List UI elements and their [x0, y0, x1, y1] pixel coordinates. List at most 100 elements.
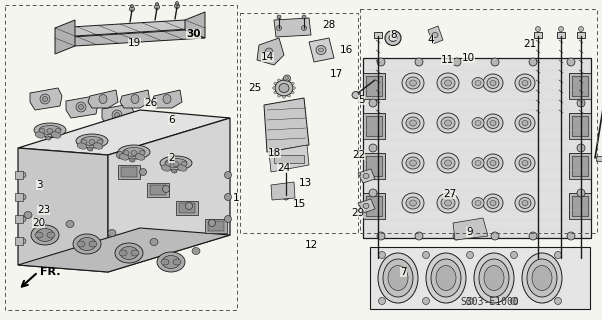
- Ellipse shape: [155, 3, 158, 5]
- Ellipse shape: [24, 212, 32, 219]
- Text: 17: 17: [330, 69, 343, 79]
- Text: 6: 6: [168, 115, 175, 125]
- Bar: [366, 116, 382, 136]
- Ellipse shape: [73, 234, 101, 254]
- Text: 16: 16: [340, 45, 353, 55]
- Ellipse shape: [437, 153, 459, 173]
- Ellipse shape: [114, 113, 120, 117]
- Text: 1: 1: [233, 193, 240, 203]
- Ellipse shape: [39, 129, 45, 133]
- Ellipse shape: [409, 160, 417, 166]
- Ellipse shape: [441, 117, 455, 129]
- Ellipse shape: [487, 77, 499, 89]
- Text: 18: 18: [268, 148, 281, 158]
- Ellipse shape: [577, 99, 585, 107]
- Ellipse shape: [406, 117, 420, 129]
- Ellipse shape: [377, 232, 385, 240]
- Ellipse shape: [510, 298, 518, 305]
- Bar: [15, 215, 23, 223]
- Ellipse shape: [302, 15, 306, 19]
- Ellipse shape: [291, 91, 294, 94]
- Bar: [569, 113, 591, 139]
- Ellipse shape: [171, 169, 177, 173]
- Ellipse shape: [444, 200, 452, 206]
- Ellipse shape: [487, 197, 499, 209]
- Ellipse shape: [559, 27, 563, 31]
- Ellipse shape: [567, 232, 575, 240]
- Ellipse shape: [554, 252, 562, 259]
- Ellipse shape: [378, 253, 418, 303]
- Ellipse shape: [225, 172, 232, 179]
- Ellipse shape: [453, 58, 461, 66]
- Ellipse shape: [115, 243, 143, 263]
- Text: 28: 28: [322, 20, 335, 30]
- Ellipse shape: [577, 144, 585, 152]
- Ellipse shape: [483, 114, 503, 132]
- Bar: [366, 196, 382, 216]
- Ellipse shape: [491, 232, 499, 240]
- Ellipse shape: [76, 134, 108, 148]
- Ellipse shape: [522, 161, 528, 165]
- Ellipse shape: [352, 92, 360, 99]
- Ellipse shape: [472, 77, 484, 89]
- Ellipse shape: [487, 117, 499, 129]
- Ellipse shape: [474, 253, 514, 303]
- Ellipse shape: [157, 252, 185, 272]
- Bar: [363, 193, 385, 219]
- Bar: [150, 185, 166, 195]
- Ellipse shape: [453, 232, 461, 240]
- Ellipse shape: [34, 123, 66, 137]
- Bar: [147, 183, 169, 197]
- Ellipse shape: [369, 144, 377, 152]
- Bar: [363, 73, 385, 99]
- Ellipse shape: [479, 259, 509, 297]
- Ellipse shape: [285, 76, 288, 79]
- Ellipse shape: [18, 216, 26, 222]
- Ellipse shape: [275, 80, 293, 96]
- Ellipse shape: [444, 120, 452, 126]
- Ellipse shape: [379, 252, 385, 259]
- Polygon shape: [120, 90, 150, 108]
- Ellipse shape: [475, 81, 481, 85]
- Ellipse shape: [89, 241, 97, 247]
- Ellipse shape: [522, 81, 528, 85]
- Ellipse shape: [161, 165, 171, 171]
- Polygon shape: [264, 98, 309, 152]
- Ellipse shape: [181, 162, 187, 166]
- Ellipse shape: [406, 197, 420, 209]
- Ellipse shape: [160, 156, 192, 170]
- Ellipse shape: [18, 194, 26, 200]
- Ellipse shape: [423, 298, 429, 305]
- Ellipse shape: [87, 147, 93, 151]
- Bar: [596, 156, 602, 161]
- Ellipse shape: [120, 246, 138, 260]
- Text: 29: 29: [351, 208, 364, 218]
- Polygon shape: [30, 88, 62, 110]
- Ellipse shape: [491, 58, 499, 66]
- Ellipse shape: [487, 157, 499, 169]
- Ellipse shape: [278, 94, 281, 97]
- Bar: [569, 153, 591, 179]
- Ellipse shape: [483, 154, 503, 172]
- Text: 22: 22: [352, 150, 365, 160]
- Ellipse shape: [441, 157, 455, 169]
- Ellipse shape: [139, 150, 145, 156]
- Ellipse shape: [277, 15, 281, 19]
- Ellipse shape: [155, 4, 160, 10]
- Ellipse shape: [40, 94, 50, 104]
- Ellipse shape: [45, 136, 51, 140]
- Ellipse shape: [554, 298, 562, 305]
- Ellipse shape: [529, 58, 537, 66]
- Ellipse shape: [43, 97, 48, 101]
- Bar: [572, 116, 588, 136]
- Ellipse shape: [522, 121, 528, 125]
- Ellipse shape: [444, 160, 452, 166]
- Ellipse shape: [93, 143, 103, 149]
- Bar: [15, 237, 23, 245]
- Ellipse shape: [163, 186, 170, 193]
- Ellipse shape: [302, 26, 306, 30]
- Polygon shape: [66, 96, 98, 118]
- Polygon shape: [102, 104, 134, 126]
- Ellipse shape: [173, 259, 181, 265]
- Bar: [15, 171, 23, 179]
